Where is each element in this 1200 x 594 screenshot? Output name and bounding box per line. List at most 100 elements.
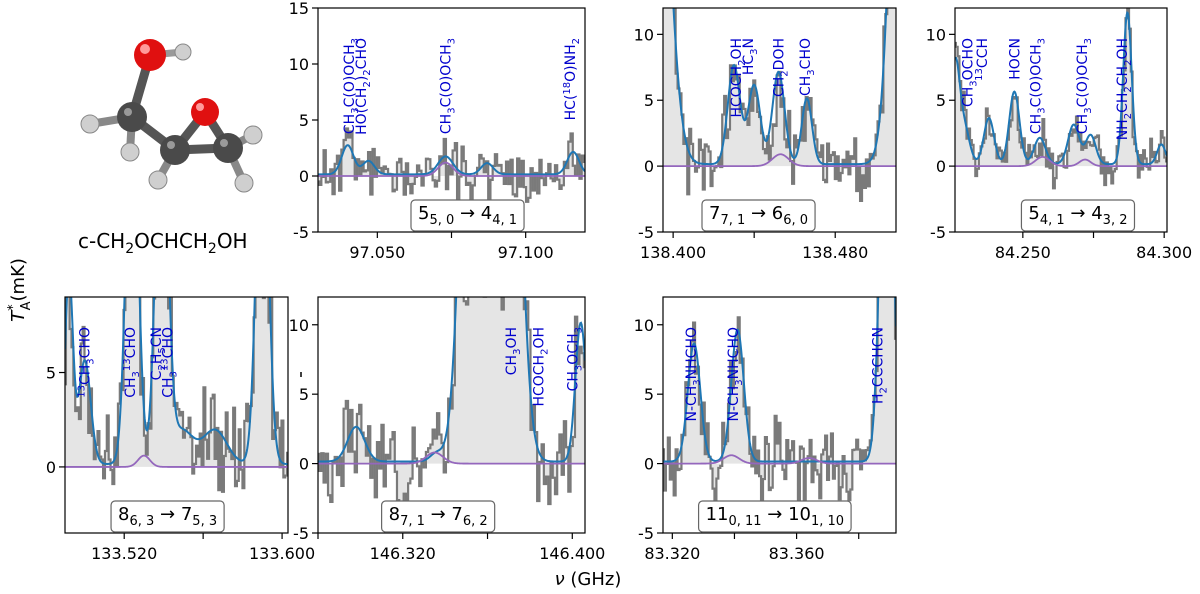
y-tick-label: 5 <box>299 385 309 404</box>
line-identification-label: HOCN <box>1007 38 1023 80</box>
transition-label: 55, 0 → 44, 1 <box>418 203 517 228</box>
transition-box <box>381 500 496 533</box>
spectrum-panel-3: -5 0 5 10 84.250 84.300 54, 1 → 43, 2 CH3OCHO13… <box>926 7 1192 262</box>
y-tick-label: 5 <box>644 91 654 110</box>
panel-plot-area <box>65 297 288 493</box>
x-tick-label: 83.360 <box>769 544 825 563</box>
y-tick-label: 10 <box>289 55 309 74</box>
panel-frame <box>317 296 586 534</box>
observed-fill <box>65 297 288 492</box>
line-identification-label: HC(18O)NH2 <box>562 38 582 120</box>
line-identification-label: HCOCH2OH <box>531 327 550 407</box>
panel-plot-area <box>663 8 896 202</box>
x-tick-label: 138.400 <box>640 243 706 262</box>
molecule-model-spectrum <box>318 161 585 177</box>
x-tick-label: 97.050 <box>349 243 405 262</box>
molecule-structure <box>80 39 263 193</box>
line-identification-label: HC3N <box>741 38 760 75</box>
x-tick-label: 146.320 <box>370 544 436 563</box>
line-identification-label: HCOCH2OH <box>729 38 748 118</box>
y-tick-label: 10 <box>289 316 309 335</box>
y-tick-label: 0 <box>644 455 654 474</box>
y-tick-label: 0 <box>299 455 309 474</box>
line-identification-label: CH3C(O)OCH3 <box>439 38 458 134</box>
line-identification-label: N-CH3NHCHO <box>684 327 703 422</box>
y-tick-label: 15 <box>289 0 309 18</box>
y-tick-label: 5 <box>644 385 654 404</box>
line-identification-label: NH2CH2CH2OH <box>1115 38 1134 140</box>
x-tick-label: 83.320 <box>644 544 700 563</box>
y-tick-label: -5 <box>638 524 654 543</box>
molecule-model-spectrum <box>318 451 585 465</box>
y-axis-label: T*A(mK) <box>6 258 34 322</box>
panel-plot-area <box>318 127 585 206</box>
transition-box <box>701 199 816 232</box>
model-total-spectrum <box>65 297 288 466</box>
transition-box <box>697 500 852 533</box>
panel-plot-area <box>318 297 585 524</box>
transition-label: 86, 3 → 75, 3 <box>118 504 217 529</box>
line-identification-label: CH3OCHO <box>961 38 980 107</box>
y-tick-label: -5 <box>930 223 946 242</box>
transition-box <box>1020 199 1136 232</box>
y-tick-label: 10 <box>926 25 946 44</box>
x-tick-label: 133.520 <box>91 544 157 563</box>
transition-label: 110, 11 → 101, 10 <box>706 504 845 529</box>
line-identification-label: C2H5CN <box>149 327 168 380</box>
spectrum-panel-2: -5 0 5 10 138.400 138.480 77, 1 → 66, 0 HCOCH2O… <box>634 7 897 262</box>
molecule-model-spectrum <box>955 155 1167 168</box>
line-identification-label: CH2DOH <box>771 38 790 97</box>
model-total-spectrum <box>663 297 896 463</box>
panel-frame <box>662 7 897 233</box>
observed-spectrum <box>663 297 896 514</box>
panel-plot-area <box>663 297 896 514</box>
molecule-model-spectrum <box>65 454 288 468</box>
y-tick-label: 0 <box>644 157 654 176</box>
model-total-spectrum <box>318 144 585 176</box>
x-tick-label: 97.100 <box>498 243 554 262</box>
line-identification-label: H2CCCHCN <box>870 327 889 404</box>
y-tick-label: 5 <box>936 91 946 110</box>
spectrum-panel-1: -5 0 5 10 15 97.050 97.100 55, 0 → 44, 1 CH3C(O)… <box>289 0 586 262</box>
line-identification-label: CH3C(O)OCH3 <box>342 38 361 134</box>
y-tick-label: -5 <box>293 524 309 543</box>
spectrum-panel-6: -5 0 5 10 83.320 83.360 110, 11 → 101, 10 N-CH3… <box>634 296 897 563</box>
panel-frame <box>662 296 897 534</box>
y-tick-label: 5 <box>299 111 309 130</box>
panel-frame <box>954 7 1168 233</box>
transition-box <box>410 199 525 232</box>
line-identification-label: CH313CHO <box>160 327 180 398</box>
y-tick-label: 0 <box>299 167 309 186</box>
line-identification-label: N-CH3NHCHO <box>726 327 745 422</box>
x-tick-label: 146.400 <box>539 544 605 563</box>
transition-label: 77, 1 → 66, 0 <box>709 203 808 228</box>
y-tick-label: 10 <box>634 316 654 335</box>
panel-plot-area <box>955 8 1167 190</box>
transition-label: 54, 1 → 43, 2 <box>1028 203 1127 228</box>
model-total-spectrum <box>955 11 1167 166</box>
spectrum-panel-4: 0 5 133.520 133.600 86, 3 → 75, 3 13CH3CHO CH3… <box>46 296 315 563</box>
molecule-name: c-CH2OCHCH2OH <box>78 229 248 257</box>
molecule-model-spectrum <box>663 454 896 465</box>
transition-box <box>110 500 225 533</box>
observed-spectrum <box>318 127 585 206</box>
panel-frame <box>64 296 289 534</box>
x-tick-label: 133.600 <box>249 544 315 563</box>
spectrum-panel-5: -5 0 5 10 146.320 146.400 87, 1 → 76, 2 CH3OH HC… <box>289 296 605 563</box>
y-tick-label: -5 <box>293 223 309 242</box>
observed-fill <box>318 297 585 523</box>
y-tick-label: 10 <box>634 25 654 44</box>
model-total-spectrum <box>318 297 585 463</box>
x-axis-label: ν (GHz) <box>555 569 622 590</box>
model-total-spectrum <box>672 8 888 166</box>
line-identification-label: HO(CH2)2CHO <box>354 38 373 135</box>
y-tick-label: 0 <box>46 458 56 477</box>
line-identification-label: CH3OCH3 <box>565 327 584 391</box>
line-identification-label: CH3C(O)OCH3 <box>1029 38 1048 134</box>
transition-label: 87, 1 → 76, 2 <box>389 504 488 529</box>
line-identification-label: CH3C(O)OCH3 <box>1075 38 1094 134</box>
molecule-model-spectrum <box>663 153 896 168</box>
line-identification-label: 13CH3CHO <box>77 327 97 398</box>
y-tick-label: 5 <box>46 364 56 383</box>
